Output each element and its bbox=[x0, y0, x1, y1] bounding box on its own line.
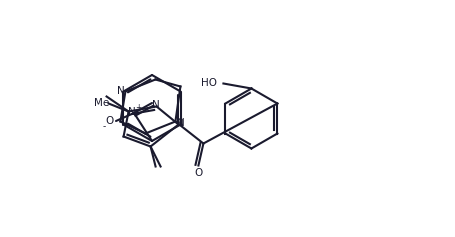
Text: N: N bbox=[176, 118, 183, 128]
Text: Me: Me bbox=[94, 99, 109, 109]
Text: N: N bbox=[128, 107, 136, 117]
Text: O: O bbox=[194, 169, 202, 178]
Text: O: O bbox=[106, 116, 114, 126]
Text: N: N bbox=[177, 118, 184, 128]
Text: -: - bbox=[102, 123, 106, 132]
Text: HO: HO bbox=[202, 78, 217, 88]
Text: N: N bbox=[116, 86, 124, 96]
Text: +: + bbox=[135, 102, 141, 111]
Text: N: N bbox=[152, 100, 159, 110]
